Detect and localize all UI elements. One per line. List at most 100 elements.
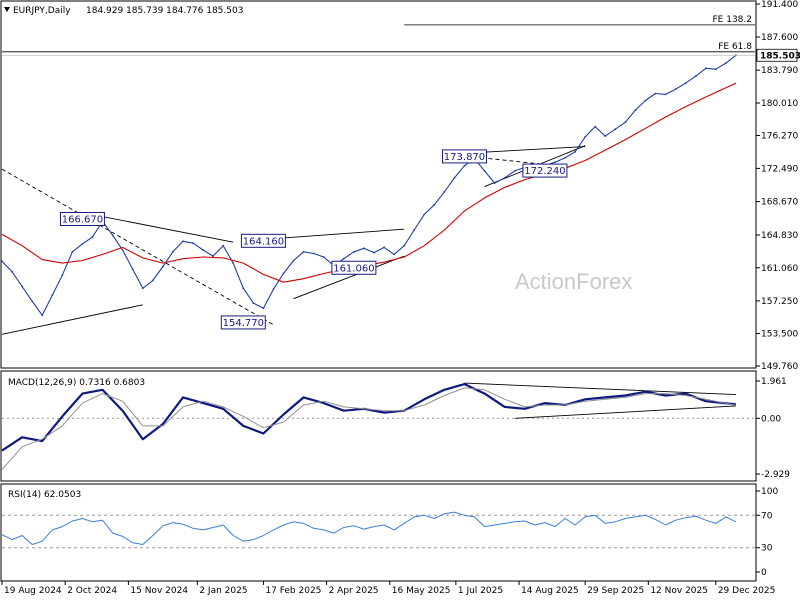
price-point bbox=[11, 270, 14, 273]
price-series-line bbox=[1, 54, 737, 316]
price-point bbox=[232, 262, 235, 264]
symbol-label: EURJPY,Daily bbox=[13, 6, 71, 16]
price-point bbox=[21, 285, 23, 288]
macd-y-tick-label: -2.929 bbox=[761, 470, 790, 480]
price-point bbox=[61, 274, 64, 277]
dashed-trendline bbox=[1, 168, 274, 326]
dropdown-triangle-icon bbox=[4, 7, 10, 12]
fe-label: FE 61.8 bbox=[718, 42, 752, 52]
price-point bbox=[81, 243, 84, 245]
price-point bbox=[242, 287, 245, 290]
rsi-series-line bbox=[1, 511, 737, 545]
rsi-y-tick-label: 0 bbox=[761, 568, 767, 578]
price-y-tick-label: 157.250 bbox=[761, 297, 798, 307]
price-point bbox=[212, 255, 215, 257]
price-point bbox=[272, 288, 275, 290]
price-y-tick-label: 164.830 bbox=[761, 231, 798, 241]
trendline bbox=[273, 228, 405, 240]
price-point bbox=[342, 257, 345, 260]
x-tick-label: 19 Aug 2024 bbox=[4, 586, 62, 596]
rsi-plot bbox=[1, 511, 755, 549]
trendline bbox=[82, 212, 234, 243]
price-point bbox=[714, 68, 717, 71]
trendline bbox=[514, 405, 736, 419]
price-y-tick-label: 187.600 bbox=[761, 33, 798, 43]
price-y-tick-label: 191.400 bbox=[761, 0, 798, 10]
price-point bbox=[1, 260, 3, 263]
price-point bbox=[403, 244, 406, 247]
macd-series-line bbox=[1, 383, 737, 452]
price-point bbox=[51, 294, 54, 297]
price-point bbox=[493, 182, 496, 185]
rsi-y-tick-label: 30 bbox=[761, 544, 773, 554]
price-point bbox=[554, 161, 556, 164]
price-point bbox=[383, 246, 385, 249]
ohlc-values: 184.929 185.739 184.776 185.503 bbox=[86, 6, 243, 16]
price-point bbox=[41, 314, 44, 317]
rsi-y-tick-label: 100 bbox=[761, 487, 778, 497]
price-point bbox=[192, 242, 194, 245]
price-point bbox=[584, 136, 586, 138]
price-y-tick-label: 183.790 bbox=[761, 66, 798, 76]
price-point bbox=[634, 109, 637, 111]
dashed-trendline bbox=[474, 156, 566, 168]
price-point bbox=[172, 250, 174, 253]
price-panel-frame bbox=[0, 0, 757, 369]
price-point bbox=[322, 256, 325, 258]
price-point bbox=[594, 125, 597, 128]
trendline bbox=[1, 304, 143, 335]
price-point bbox=[363, 247, 365, 250]
macd-y-tick-label: 0.00 bbox=[761, 414, 781, 424]
price-y-tick-label: 172.490 bbox=[761, 164, 798, 174]
macd-plot bbox=[1, 382, 755, 470]
current-price-label: 185.503 bbox=[760, 51, 800, 61]
price-point bbox=[222, 244, 225, 247]
price-annotation-label: 164.160 bbox=[243, 236, 284, 247]
price-point bbox=[604, 135, 607, 138]
price-point bbox=[202, 249, 205, 251]
price-y-tick-label: 168.670 bbox=[761, 198, 798, 208]
price-point bbox=[162, 265, 164, 268]
price-point bbox=[684, 82, 687, 84]
price-y-tick-label: 161.060 bbox=[761, 264, 798, 274]
price-annotation-label: 154.770 bbox=[223, 318, 264, 329]
price-annotation-box bbox=[59, 211, 105, 226]
price-point bbox=[393, 253, 395, 256]
macd-title: MACD(12,26,9) 0.7316 0.6803 bbox=[8, 378, 145, 388]
price-annotation-box bbox=[331, 260, 377, 275]
price-y-tick-label: 180.010 bbox=[761, 99, 798, 109]
price-point bbox=[151, 279, 154, 282]
price-point bbox=[292, 259, 295, 262]
price-point bbox=[644, 99, 647, 102]
price-point bbox=[121, 249, 124, 251]
price-point bbox=[433, 203, 436, 206]
price-point bbox=[282, 272, 285, 275]
x-tick-label: 2 Jan 2025 bbox=[199, 586, 247, 596]
rsi-panel-frame bbox=[0, 483, 757, 582]
price-point bbox=[131, 268, 134, 271]
price-annotation-box bbox=[522, 163, 568, 178]
price-point bbox=[71, 250, 74, 253]
price-annotation-label: 172.240 bbox=[524, 166, 565, 177]
chart-header: EURJPY,Daily 184.929 185.739 184.776 185… bbox=[4, 6, 243, 16]
x-tick-label: 16 May 2025 bbox=[392, 586, 451, 596]
price-point bbox=[453, 177, 456, 179]
x-tick-label: 2 Apr 2025 bbox=[329, 586, 379, 596]
price-point bbox=[674, 88, 677, 91]
price-point bbox=[725, 62, 727, 64]
price-annotation-label: 173.870 bbox=[444, 152, 485, 163]
price-annotation-label: 166.670 bbox=[62, 214, 103, 225]
price-point bbox=[31, 300, 34, 303]
price-point bbox=[574, 150, 576, 153]
rsi-y-tick-label: 70 bbox=[761, 511, 773, 521]
x-tick-label: 29 Sep 2025 bbox=[587, 586, 644, 596]
price-annotation-box bbox=[220, 315, 266, 330]
price-point bbox=[252, 302, 255, 304]
price-point bbox=[664, 93, 667, 96]
price-point bbox=[704, 67, 707, 70]
x-tick-label: 2 Oct 2024 bbox=[67, 586, 117, 596]
price-point bbox=[443, 190, 446, 193]
x-tick-label: 1 Jul 2025 bbox=[458, 586, 503, 596]
price-annotation-box bbox=[240, 233, 286, 248]
signal-series-line bbox=[1, 387, 736, 470]
